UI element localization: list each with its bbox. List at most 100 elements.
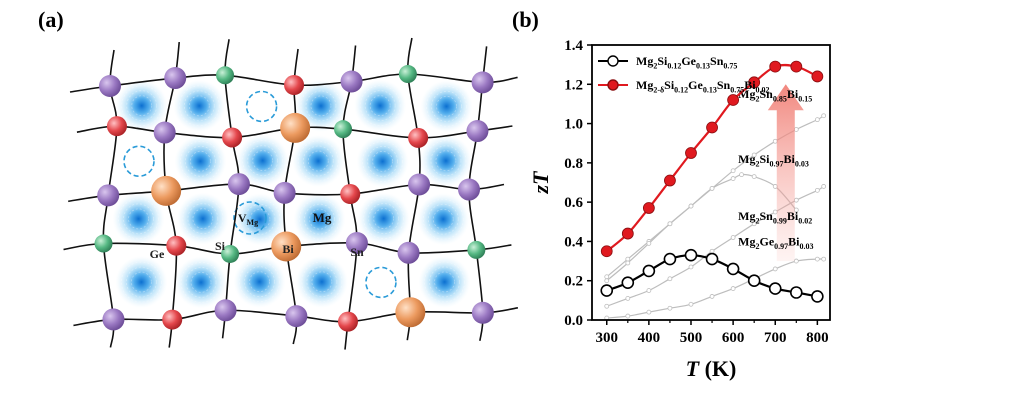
x-tick-label: 400 [638,330,661,346]
x-tick-label: 700 [764,330,787,346]
series-point [748,76,761,89]
cloud-ring [249,208,271,230]
electron-clouds [112,79,473,309]
sn-label: Sn [350,245,364,259]
y-tick-label: 1.4 [564,38,583,54]
x-axis-label: T (K) [686,356,737,381]
atom-mg [99,75,121,97]
electron-cloud [420,80,473,133]
cloud-ring [123,203,154,235]
cloud-ring [309,208,330,230]
y-axis-label: zT [528,170,553,195]
vacancy-circle [365,266,397,299]
cloud-ring [300,85,342,127]
cloud-ring [362,140,404,182]
cloud-ring [363,198,405,239]
cloud-ring [244,203,276,235]
series-point [706,121,718,134]
cloud-ring [180,261,222,303]
cloud-ring [130,271,152,293]
panel-b-label: (b) [512,7,539,32]
electron-cloud [236,134,289,187]
cloud-ring [367,145,399,177]
reference-point [646,309,652,315]
reference-point [821,256,827,262]
cloud-ring [435,150,457,172]
data-series [600,60,824,303]
series-point [747,274,761,288]
cloud-ring [118,198,159,240]
cloud-ring [422,198,464,240]
x-tick-label: 500 [680,330,703,346]
series-point [621,227,634,240]
plot-frame [591,44,831,321]
reference-point [688,264,694,270]
atom-ge [222,127,243,148]
cloud-ring [369,95,391,117]
atoms [94,65,494,332]
series-point [726,262,740,276]
atom-si [221,244,240,263]
atom-mg [97,184,120,207]
reference-point [772,138,778,144]
cloud-ring [436,95,457,117]
series-point [685,147,697,159]
reference-point [730,176,736,181]
electron-cloud [417,193,470,246]
cloud-ring [131,95,153,117]
reference-point [730,286,736,291]
electron-cloud [175,256,228,309]
electron-cloud [115,256,168,309]
reference-point [646,240,652,246]
y-tick-label: 0.6 [564,195,583,211]
cloud-ring [180,140,221,182]
electron-cloud [115,79,168,132]
reference-point [821,113,827,119]
cloud-ring [190,271,212,293]
electron-cloud [233,193,286,246]
atom-mg [466,120,489,143]
cloud-ring [310,95,332,117]
atom-ge [166,235,187,256]
electron-cloud [293,193,346,246]
series-point [664,174,676,187]
cloud-ring [364,90,396,122]
atom-ge [162,309,183,330]
cloud-ring [431,90,462,122]
atom-mg [214,299,237,322]
series-point [811,70,824,83]
reference-point [625,260,631,266]
cloud-ring [302,145,334,177]
reference-curve [606,173,797,282]
electron-cloud [233,255,286,308]
atom-mg [471,71,494,94]
cloud-ring [427,203,459,235]
atom-mg [285,305,308,328]
electron-cloud [112,192,165,245]
electron-cloud [295,255,348,308]
cloud-ring [188,95,210,117]
x-tick-label: 600 [722,330,745,346]
reference-point [814,187,820,193]
reference-label: Mg2Si0.97Bi0.03 [738,152,809,169]
lattice-diagram: (a) Ge Si Bi Sn Mg VMg [38,7,519,350]
series-point [600,284,614,297]
atom-mg [273,181,296,204]
legend: Mg2Si0.12Ge0.13Sn0.75 Mg2-δSi0.12Ge0.13Sn… [598,54,770,95]
atom-mg [471,301,494,324]
reference-point [772,184,778,189]
reference-point [625,295,631,301]
reference-curve [606,258,824,319]
atom-bi [151,175,182,206]
cloud-ring [434,271,455,293]
cloud-ring [185,145,216,177]
series-point [642,202,655,214]
series-point [790,286,803,299]
cloud-ring [128,208,149,230]
reference-point [688,301,694,307]
series-point [663,252,677,266]
reference-point [814,117,820,123]
vacancy-circle [123,145,155,178]
vacancy-circle-vmg [233,201,267,235]
atom-si [398,65,417,84]
